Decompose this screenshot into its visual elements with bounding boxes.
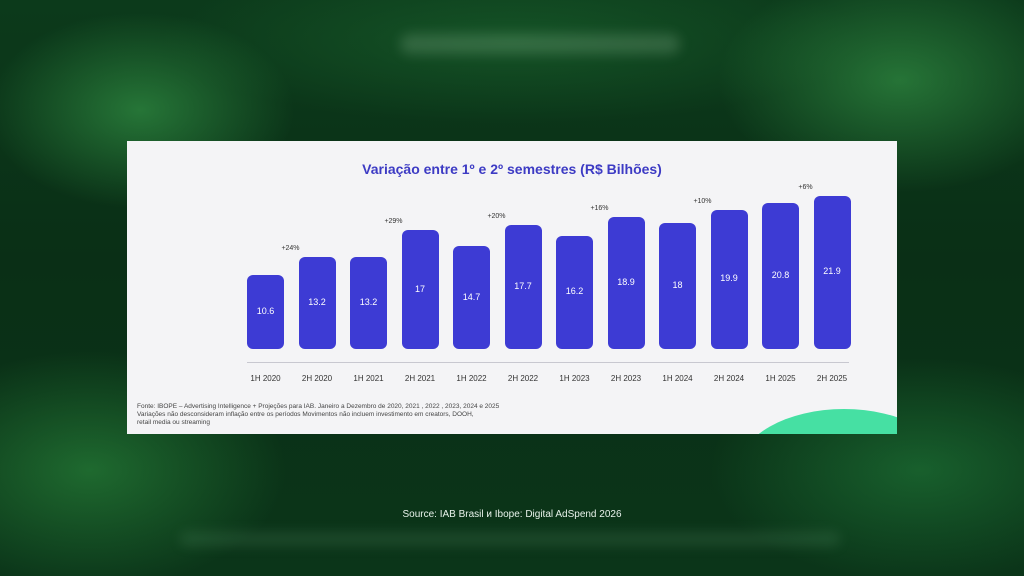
source-note-line-1: Fonte: IBOPE – Advertising Intelligence …	[137, 403, 500, 410]
growth-annotation: +10%	[693, 197, 712, 205]
bar-1h-2025: 20.8	[762, 203, 799, 349]
x-tick-label: 1H 2020	[250, 374, 281, 383]
image-source-caption: Source: IAB Brasil и Ibope: Digital AdSp…	[402, 509, 622, 520]
bar-2h-2021: 17	[401, 230, 439, 349]
x-tick-label: 1H 2021	[353, 374, 384, 383]
x-tick-label: 1H 2023	[559, 374, 590, 383]
chart-title: Variação entre 1º e 2º semestres (R$ Bil…	[362, 161, 662, 177]
bar-value-label: 10.6	[256, 305, 275, 316]
bar-value-label: 18.9	[617, 276, 635, 287]
bar-1h-2020: 10.6	[247, 274, 284, 349]
bar-value-label: 18	[672, 280, 683, 290]
source-note-line-2: Variações não desconsideram inflação ent…	[137, 411, 474, 418]
bar-value-label: 19.9	[720, 273, 738, 284]
growth-annotation: +29%	[384, 218, 403, 225]
bar-1h-2024: 18	[659, 223, 696, 349]
bar-2h-2024: 19.9	[710, 209, 748, 349]
x-tick-label: 2H 2023	[610, 374, 642, 383]
growth-annotation: +24%	[281, 244, 300, 252]
bar-2h-2023: 18.9	[607, 216, 645, 349]
x-tick-label: 1H 2025	[765, 374, 796, 383]
chart-baseline	[247, 362, 849, 363]
bar-value-label: 17	[414, 283, 425, 294]
bar-value-label: 17.7	[514, 281, 532, 292]
background-blurred-footer	[180, 532, 840, 546]
bar-2h-2020: 13.2	[298, 256, 336, 349]
source-note-line-3: retail media ou streaming	[137, 419, 210, 426]
bar-1h-2021: 13.2	[350, 256, 387, 349]
x-tick-label: 1H 2022	[456, 374, 487, 383]
x-tick-label: 2H 2024	[713, 374, 745, 383]
bar-value-label: 13.2	[308, 296, 326, 307]
bar-2h-2022: 17.7	[504, 225, 542, 349]
x-tick-label: 1H 2024	[662, 374, 693, 383]
bar-value-label: 13.2	[359, 296, 378, 307]
bar-1h-2023: 16.2	[556, 235, 593, 349]
x-tick-label: 2H 2025	[816, 374, 848, 383]
bar-2h-2025: 21.9	[813, 195, 851, 349]
bar-value-label: 16.2	[565, 286, 584, 297]
growth-annotation: +16%	[590, 204, 609, 212]
x-tick-label: 2H 2020	[301, 374, 333, 383]
x-tick-label: 2H 2021	[404, 374, 436, 383]
bar-1h-2022: 14.7	[453, 246, 490, 349]
bar-value-label: 20.8	[771, 270, 790, 281]
x-tick-label: 2H 2022	[507, 374, 539, 383]
background-blurred-heading	[400, 34, 680, 54]
bar-value-label: 14.7	[462, 291, 481, 302]
bar-value-label: 21.9	[823, 266, 841, 277]
growth-annotation: +6%	[798, 183, 813, 191]
accent-shape	[739, 409, 897, 434]
growth-annotation: +20%	[487, 213, 506, 221]
chart-card: Variação entre 1º e 2º semestres (R$ Bil…	[127, 141, 897, 434]
